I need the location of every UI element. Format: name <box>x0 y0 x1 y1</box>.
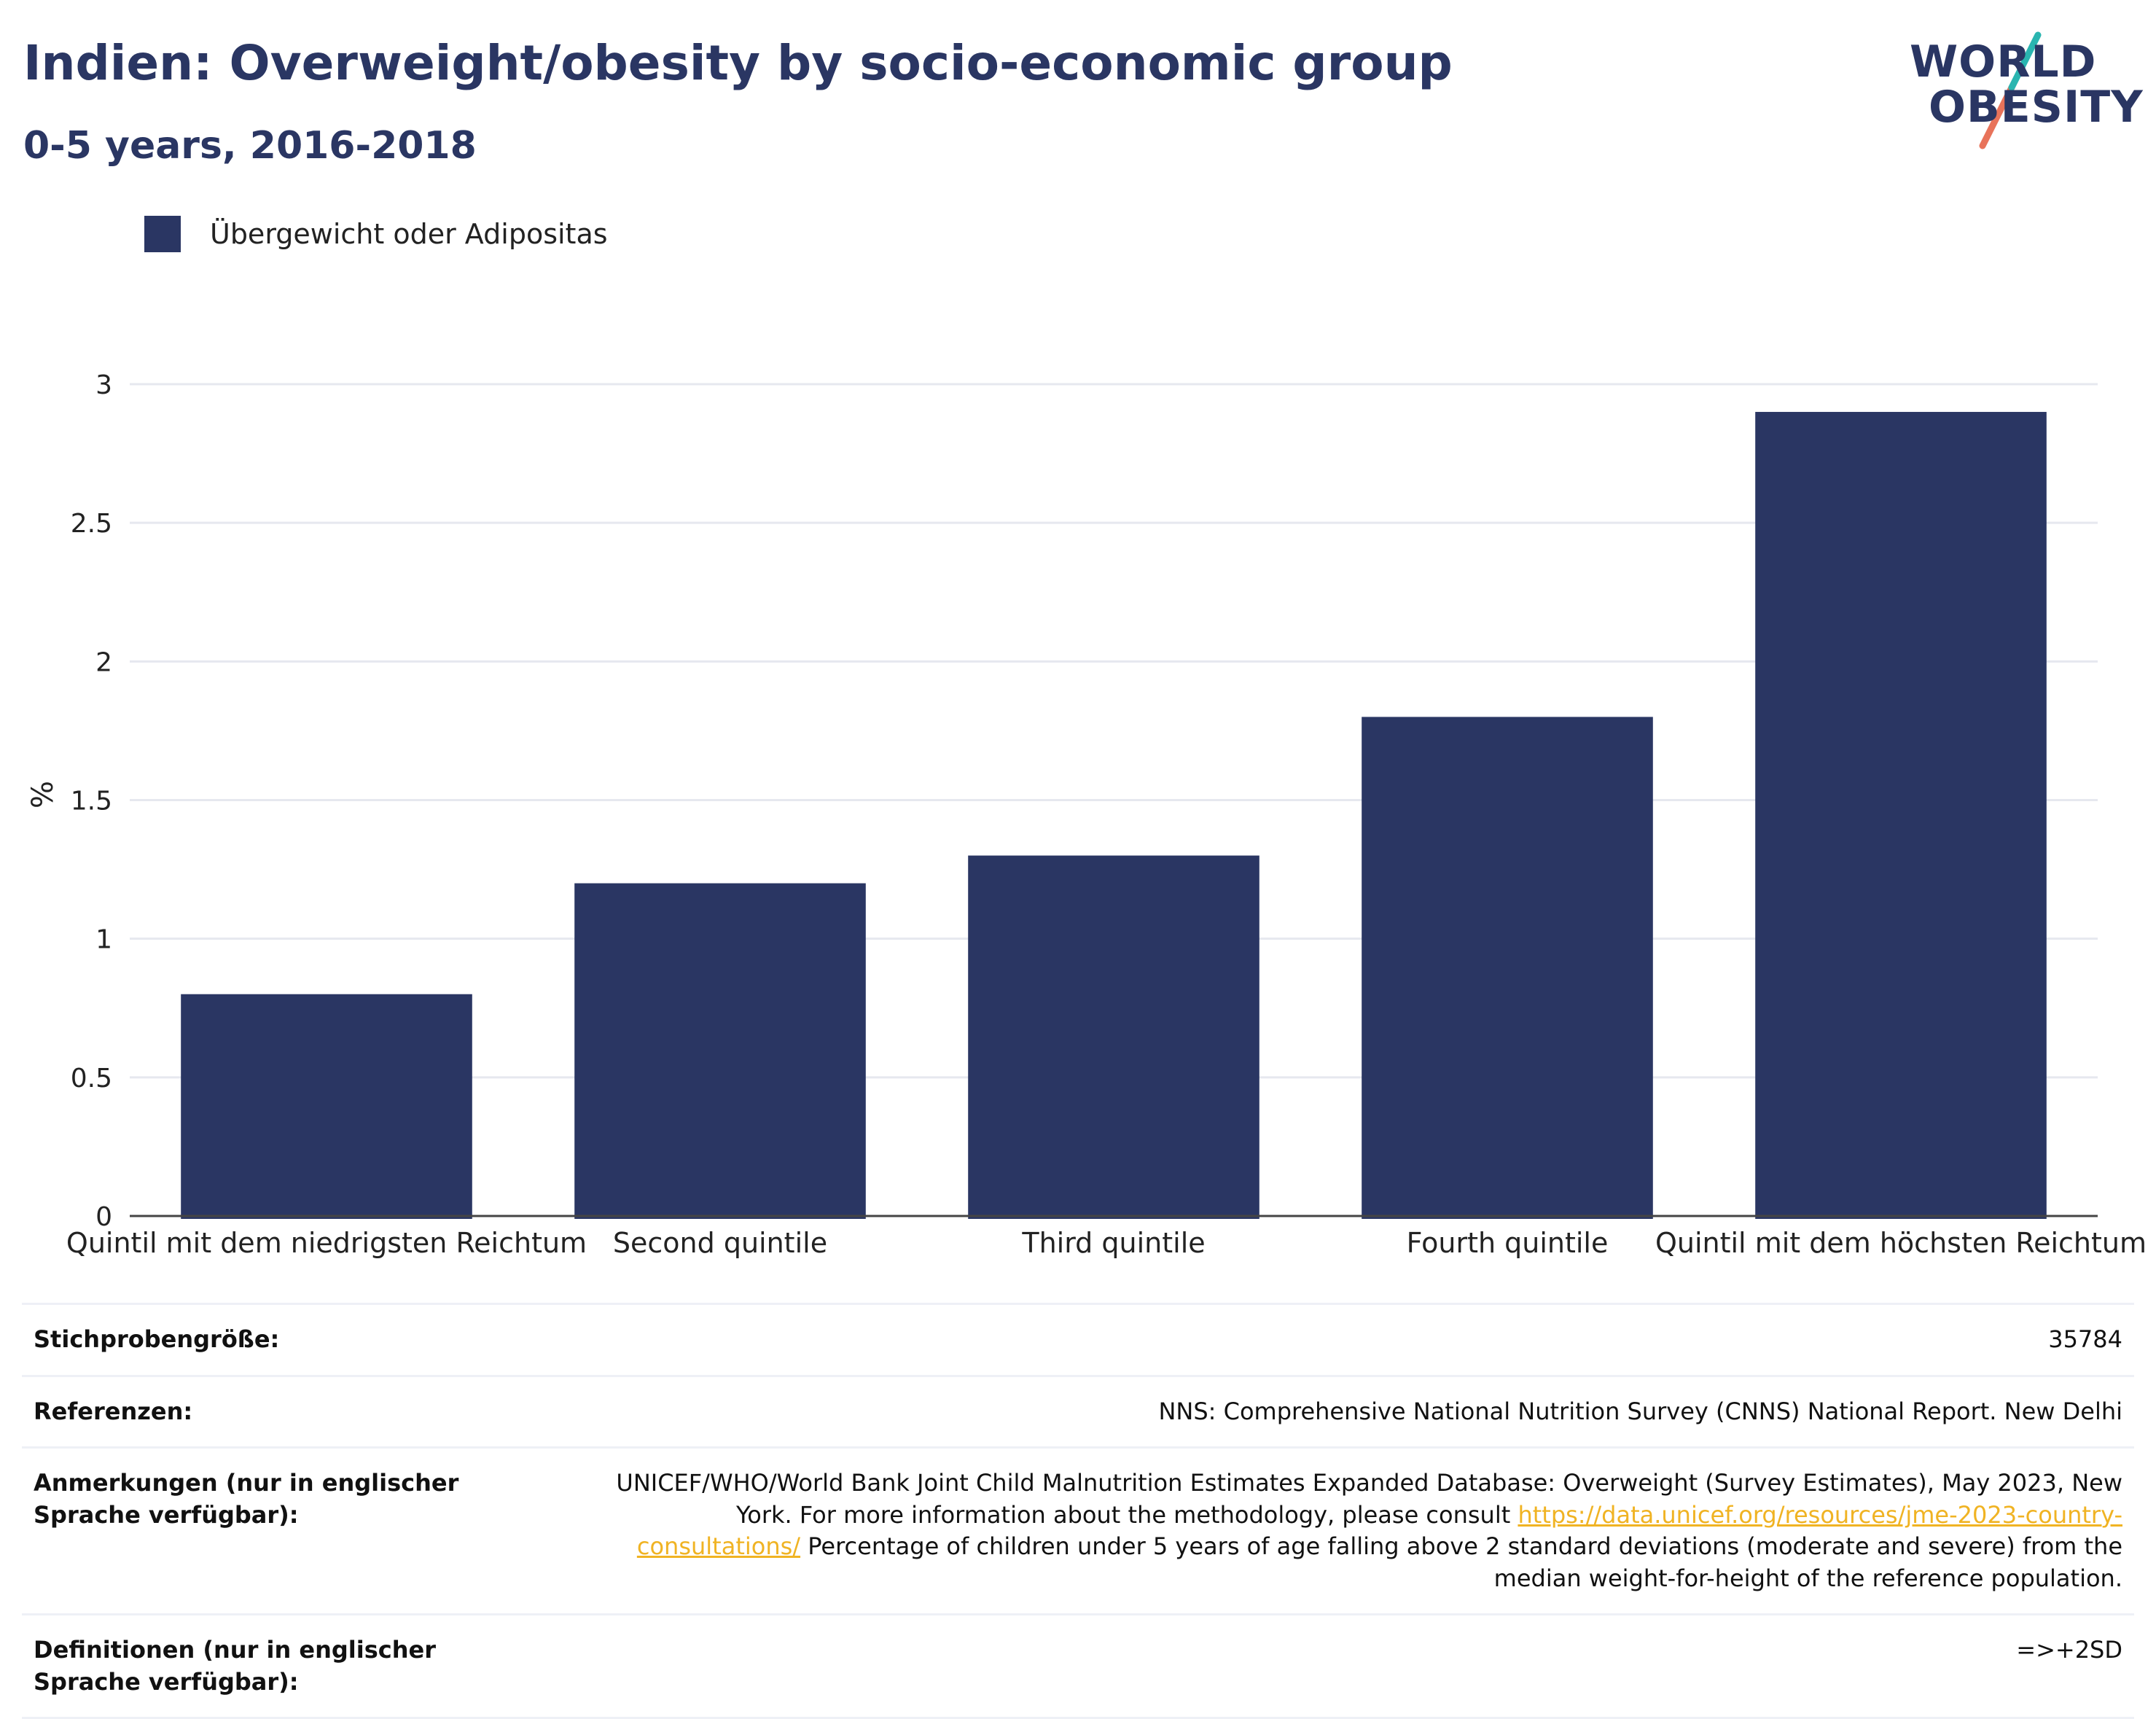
bar <box>1362 717 1653 1219</box>
y-tick-label: 0 <box>95 1202 112 1232</box>
info-table: Stichprobengröße: 35784 Referenzen: NNS:… <box>22 1303 2134 1719</box>
bar <box>574 883 866 1219</box>
definitions-row: Definitionen (nur in englischer Sprache … <box>22 1613 2134 1719</box>
y-axis-label: % <box>26 781 60 808</box>
logo-slash-icon <box>1979 31 2042 149</box>
x-tick-label: Third quintile <box>1021 1227 1205 1259</box>
notes-row: Anmerkungen (nur in englischer Sprache v… <box>22 1446 2134 1613</box>
sample-size-value: 35784 <box>2048 1325 2122 1353</box>
references-value: NNS: Comprehensive National Nutrition Su… <box>1158 1397 2122 1425</box>
sample-size-row: Stichprobengröße: 35784 <box>22 1303 2134 1375</box>
notes-label: Anmerkungen (nur in englischer Sprache v… <box>34 1469 459 1529</box>
logo-word-world: WORLD <box>1910 36 2097 87</box>
y-tick-label: 0.5 <box>71 1064 112 1094</box>
x-tick-label: Quintil mit dem höchsten Reichtum <box>1655 1227 2147 1259</box>
x-tick-label: Quintil mit dem niedrigsten Reichtum <box>66 1227 587 1259</box>
sample-size-label: Stichprobengröße: <box>34 1325 280 1353</box>
logo-word-obesity: OBESITY <box>1929 82 2144 133</box>
legend-label: Übergewicht oder Adipositas <box>210 218 608 250</box>
y-tick-label: 1 <box>95 925 112 955</box>
x-tick-label: Fourth quintile <box>1407 1227 1609 1259</box>
bar <box>181 994 472 1219</box>
page-subtitle: 0-5 years, 2016-2018 <box>23 124 477 168</box>
x-tick-label: Second quintile <box>613 1227 827 1259</box>
y-tick-label: 2.5 <box>71 509 112 539</box>
definitions-label: Definitionen (nur in englischer Sprache … <box>34 1636 436 1696</box>
y-tick-label: 1.5 <box>71 787 112 816</box>
references-label: Referenzen: <box>34 1397 193 1425</box>
bar <box>968 855 1259 1219</box>
notes-text-2: Percentage of children under 5 years of … <box>800 1532 2122 1592</box>
page-title: Indien: Overweight/obesity by socio-econ… <box>23 35 1453 91</box>
bar-chart: 0 0.5 1 1.5 2 2.5 3% Quintil mit dem niedrigste… <box>26 370 2147 1259</box>
notes-link[interactable]: https://data.unicef.org/resources/jme-20… <box>636 1500 2122 1561</box>
world-obesity-logo[interactable]: WORLD OBESITY <box>1895 29 2143 153</box>
y-tick-label: 2 <box>95 647 112 677</box>
references-row: Referenzen: NNS: Comprehensive National … <box>22 1374 2134 1447</box>
bar <box>1755 412 2047 1219</box>
chart-legend[interactable]: Übergewicht oder Adipositas <box>144 216 608 252</box>
legend-swatch <box>144 216 181 252</box>
notes-text-1: UNICEF/WHO/World Bank Joint Child Malnut… <box>616 1469 2122 1529</box>
notes-value: UNICEF/WHO/World Bank Joint Child Malnut… <box>606 1467 2122 1594</box>
definitions-value: =>+2SD <box>2016 1636 2122 1664</box>
y-tick-label: 3 <box>95 370 112 400</box>
